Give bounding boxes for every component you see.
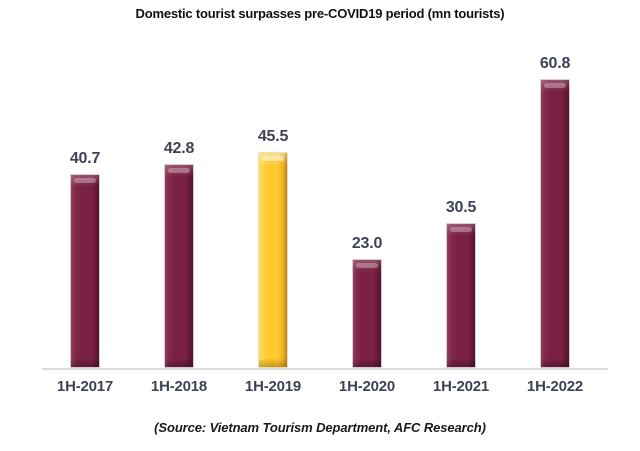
bar-1h-2021	[446, 223, 476, 368]
bar-value-label: 40.7	[69, 150, 101, 168]
bar-group-1h-2022: 60.8	[508, 55, 602, 368]
bar-value-label: 60.8	[539, 55, 571, 73]
bar-group-1h-2021: 30.5	[414, 199, 508, 368]
bar-1h-2018	[164, 164, 194, 368]
bar-value-label: 42.8	[163, 140, 195, 158]
x-axis-label-1h-2022: 1H-2022	[526, 378, 584, 395]
bar-group-1h-2020: 23.0	[320, 235, 414, 368]
plot-area: 40.7 42.8 45.5 23.0 30.5 60.8	[0, 55, 640, 368]
source-note: (Source: Vietnam Tourism Department, AFC…	[154, 420, 486, 435]
bar-group-1h-2018: 42.8	[132, 140, 226, 368]
bar-group-1h-2017: 40.7	[38, 150, 132, 368]
bar-value-label: 30.5	[445, 199, 477, 217]
chart-title: Domestic tourist surpasses pre-COVID19 p…	[135, 6, 505, 21]
bar-1h-2019	[258, 152, 288, 368]
x-axis-label-1h-2021: 1H-2021	[432, 378, 490, 395]
bar-group-1h-2019: 45.5	[226, 128, 320, 368]
bar-1h-2017	[70, 174, 100, 368]
bar-value-label: 45.5	[257, 128, 289, 146]
x-axis-label-1h-2018: 1H-2018	[150, 378, 208, 395]
x-axis-line	[42, 368, 608, 370]
x-axis-label-1h-2019: 1H-2019	[244, 378, 302, 395]
x-axis-labels: 1H-2017 1H-2018 1H-2019 1H-2020 1H-2021 1H-20…	[0, 378, 640, 398]
x-axis-label-1h-2020: 1H-2020	[338, 378, 396, 395]
bar-value-label: 23.0	[351, 235, 383, 253]
bar-1h-2022	[540, 79, 570, 368]
bar-1h-2020	[352, 259, 382, 368]
x-axis-label-1h-2017: 1H-2017	[56, 378, 114, 395]
